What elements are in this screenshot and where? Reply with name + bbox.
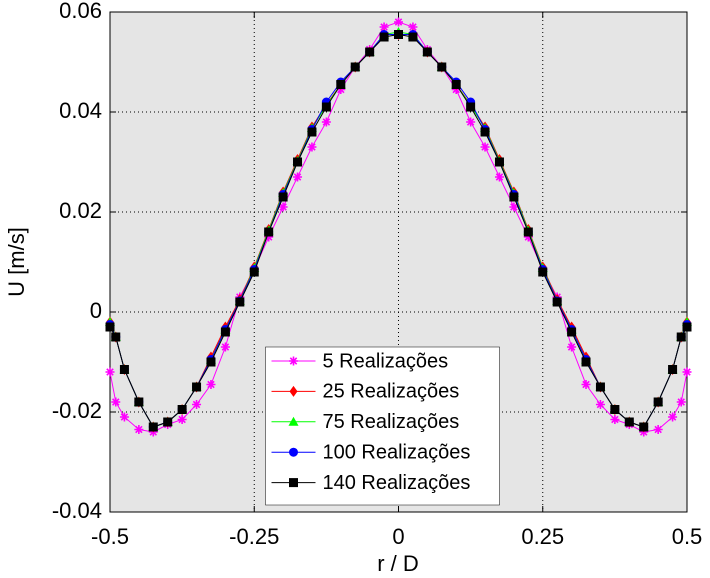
- marker: [610, 405, 620, 414]
- marker: [668, 365, 678, 374]
- y-tick-label: -0.02: [52, 398, 102, 423]
- marker: [192, 382, 202, 392]
- marker: [119, 365, 129, 374]
- marker: [148, 422, 158, 432]
- marker: [119, 412, 129, 422]
- marker: [379, 22, 389, 32]
- marker: [595, 382, 605, 392]
- marker: [206, 357, 216, 367]
- y-tick-label: 0.04: [59, 98, 102, 123]
- marker: [177, 405, 187, 414]
- legend-marker: [289, 356, 298, 366]
- marker: [538, 267, 548, 277]
- marker: [111, 397, 121, 407]
- marker: [581, 380, 591, 389]
- legend-label: 5 Realizações: [323, 350, 449, 372]
- marker: [610, 415, 620, 424]
- marker: [336, 80, 346, 89]
- marker: [509, 192, 519, 202]
- legend-marker: [289, 447, 298, 457]
- marker: [394, 30, 403, 39]
- marker: [668, 412, 678, 422]
- marker: [220, 342, 230, 352]
- marker: [293, 157, 303, 167]
- marker: [350, 62, 360, 72]
- marker: [466, 102, 476, 112]
- marker: [365, 47, 375, 57]
- x-tick-label: -0.25: [229, 524, 279, 549]
- marker: [451, 80, 461, 89]
- marker: [624, 417, 634, 427]
- marker: [408, 32, 418, 42]
- marker: [235, 297, 245, 307]
- marker: [552, 297, 562, 307]
- y-tick-label: -0.04: [52, 498, 102, 523]
- legend-label: 25 Realizações: [323, 381, 460, 403]
- marker: [321, 102, 331, 112]
- marker: [321, 117, 331, 127]
- marker: [249, 267, 259, 277]
- legend-marker: [289, 385, 298, 397]
- marker: [480, 142, 490, 152]
- marker: [523, 227, 533, 237]
- legend-label: 75 Realizações: [323, 411, 460, 433]
- legend-marker: [289, 478, 298, 488]
- x-tick-label: 0: [392, 524, 404, 549]
- marker: [494, 157, 504, 167]
- marker: [105, 322, 115, 332]
- marker: [264, 232, 274, 242]
- marker: [379, 32, 389, 42]
- marker: [581, 357, 591, 367]
- marker: [192, 400, 202, 409]
- marker: [682, 367, 692, 377]
- marker: [523, 232, 533, 242]
- marker: [293, 172, 303, 182]
- marker: [220, 327, 230, 337]
- marker: [595, 400, 605, 409]
- marker: [480, 127, 490, 137]
- y-tick-label: 0.02: [59, 198, 102, 223]
- x-axis-label: r / D: [377, 551, 419, 576]
- y-axis-label: U [m/s]: [4, 227, 29, 297]
- marker: [264, 227, 274, 237]
- y-tick-label: 0: [90, 298, 102, 323]
- marker: [111, 332, 121, 342]
- x-tick-label: -0.5: [91, 524, 129, 549]
- marker: [509, 202, 519, 212]
- marker: [422, 47, 432, 57]
- marker: [676, 397, 686, 407]
- marker: [278, 192, 288, 202]
- marker: [394, 17, 403, 27]
- legend-label: 100 Realizações: [323, 441, 471, 463]
- marker: [134, 397, 144, 407]
- marker: [134, 425, 144, 434]
- x-tick-label: 0.5: [672, 524, 703, 549]
- marker: [206, 380, 216, 389]
- marker: [466, 117, 476, 127]
- marker: [437, 62, 447, 72]
- legend: 5 Realizações 25 Realizações 75 Realizaçõe…: [265, 346, 500, 506]
- marker: [278, 202, 288, 212]
- marker: [163, 417, 173, 427]
- marker: [105, 367, 115, 377]
- marker: [567, 327, 577, 337]
- marker: [653, 397, 663, 407]
- x-tick-label: 0.25: [521, 524, 564, 549]
- legend-box: [265, 346, 500, 506]
- marker: [307, 142, 317, 152]
- marker: [653, 425, 663, 434]
- marker: [408, 22, 418, 32]
- plot-frame: [109, 11, 688, 513]
- marker: [307, 127, 317, 137]
- y-tick-label: 0.06: [59, 0, 102, 23]
- marker: [639, 422, 649, 432]
- legend-marker: [288, 416, 299, 426]
- marker: [177, 415, 187, 424]
- marker: [494, 172, 504, 182]
- marker: [682, 322, 692, 332]
- legend-label: 140 Realizações: [323, 472, 471, 494]
- marker: [567, 342, 577, 352]
- marker: [676, 332, 686, 342]
